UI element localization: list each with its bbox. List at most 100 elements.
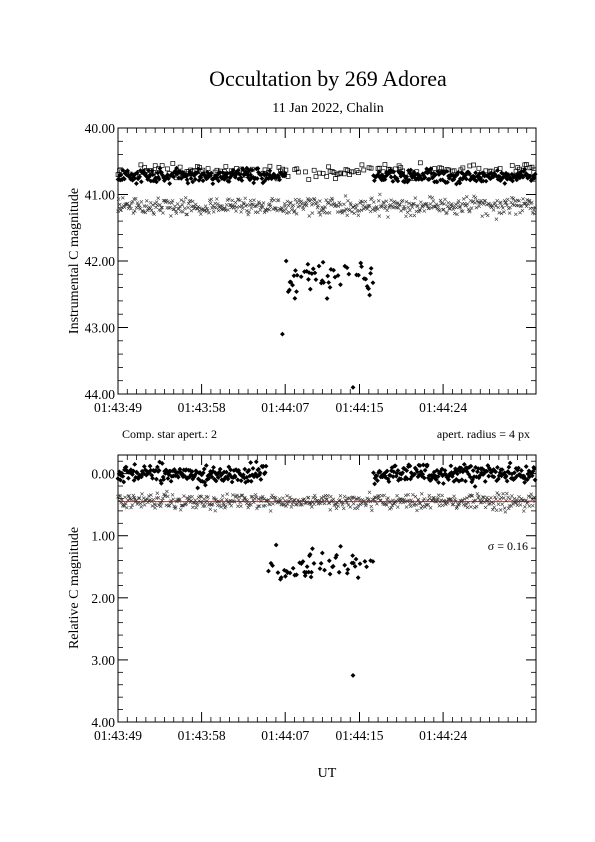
bottom-point-filled (486, 473, 492, 479)
bottom-point-cross (438, 500, 442, 504)
top-point-cross (210, 206, 214, 210)
bottom-point-filled (395, 468, 401, 473)
top-point-cross (329, 203, 333, 207)
bottom-point-cross (194, 505, 198, 510)
bottom-point-cross (260, 494, 265, 499)
top-point-filled (271, 171, 277, 177)
top-point-cross (284, 207, 288, 212)
top-point-square (432, 166, 437, 171)
top-point-cross (499, 211, 504, 216)
bottom-point-cross (498, 508, 503, 512)
top-point-square (262, 167, 268, 173)
top-point-cross (481, 202, 486, 206)
bottom-point-cross (170, 492, 175, 497)
top-point-filled (462, 173, 468, 178)
bottom-point-cross (236, 504, 240, 509)
top-point-filled (184, 177, 190, 183)
top-point-filled (442, 169, 447, 175)
top-point-cross (205, 206, 209, 211)
bottom-point-cross (201, 504, 205, 508)
top-point-filled (411, 169, 417, 175)
top-point-square (156, 166, 161, 171)
bottom-point-filled (217, 466, 223, 472)
top-point-filled (414, 171, 420, 177)
bottom-point-cross (241, 498, 246, 503)
top-point-cross (275, 208, 279, 213)
top-point-filled (188, 176, 194, 181)
top-point-cross (249, 206, 254, 210)
bottom-point-cross (263, 503, 267, 508)
top-point-filled (269, 174, 275, 180)
bottom-point-cross (477, 494, 481, 499)
top-point-cross (257, 201, 262, 206)
bottom-point-cross (187, 497, 191, 501)
bottom-point-filled (491, 474, 497, 480)
bottom-point-cross (529, 492, 534, 496)
bottom-point-cross (384, 503, 389, 507)
top-point-filled (460, 176, 466, 181)
top-point-filled (298, 274, 304, 280)
bottom-point-cross (521, 498, 526, 503)
bottom-point-cross (173, 505, 178, 509)
bottom-point-filled (121, 479, 127, 485)
top-point-cross (531, 208, 536, 212)
bottom-point-cross (482, 500, 487, 504)
bottom-point-cross (475, 491, 480, 496)
top-point-filled (134, 181, 139, 186)
bottom-point-cross (277, 497, 282, 501)
top-point-cross (158, 203, 162, 207)
top-point-cross (358, 201, 362, 205)
top-point-cross (434, 202, 439, 207)
bottom-point-filled (338, 543, 343, 549)
top-point-square (119, 169, 125, 175)
bottom-y-tick-label: 3.00 (91, 653, 115, 668)
bottom-point-filled (404, 468, 410, 473)
bottom-point-filled (467, 474, 473, 480)
top-point-cross (230, 203, 235, 208)
top-point-cross (359, 208, 364, 213)
bottom-point-cross (281, 503, 286, 507)
bottom-point-cross (312, 493, 317, 498)
top-point-cross (367, 203, 372, 208)
bottom-point-cross (402, 497, 407, 502)
top-point-cross (493, 204, 498, 208)
bottom-point-cross (118, 494, 123, 498)
bottom-point-cross (390, 498, 395, 503)
top-point-square (317, 170, 322, 176)
top-point-cross (498, 200, 503, 205)
top-point-filled (350, 384, 356, 390)
bottom-point-cross (490, 507, 495, 512)
top-point-filled (367, 292, 373, 298)
top-point-cross (272, 198, 276, 203)
bottom-point-cross (306, 495, 311, 500)
top-point-cross (149, 208, 154, 213)
bottom-point-cross (178, 507, 183, 512)
top-point-cross (342, 202, 346, 207)
bottom-point-filled (404, 476, 410, 482)
bottom-point-cross (125, 498, 130, 502)
bottom-point-cross (338, 493, 343, 498)
top-point-filled (419, 177, 425, 182)
bottom-point-filled (189, 469, 195, 474)
top-point-filled (210, 181, 216, 187)
bottom-point-cross (210, 502, 215, 506)
comp-star-aperture-note: Comp. star apert.: 2 (122, 427, 217, 441)
bottom-point-cross (225, 492, 230, 496)
bottom-point-cross (207, 502, 212, 506)
top-point-filled (402, 179, 408, 185)
bottom-point-cross (434, 499, 439, 504)
bottom-point-filled (436, 480, 442, 485)
bottom-point-cross (371, 497, 376, 501)
top-point-filled (122, 176, 127, 182)
bottom-point-filled (448, 463, 454, 469)
top-point-filled (192, 176, 198, 182)
bottom-point-filled (178, 469, 184, 475)
bottom-point-filled (317, 566, 323, 572)
bottom-point-cross (419, 506, 423, 511)
bottom-point-cross (465, 496, 469, 500)
bottom-point-cross (367, 497, 371, 502)
top-point-square (476, 165, 482, 171)
bottom-point-cross (140, 492, 144, 496)
bottom-point-cross (514, 500, 518, 505)
top-point-cross (474, 205, 479, 210)
